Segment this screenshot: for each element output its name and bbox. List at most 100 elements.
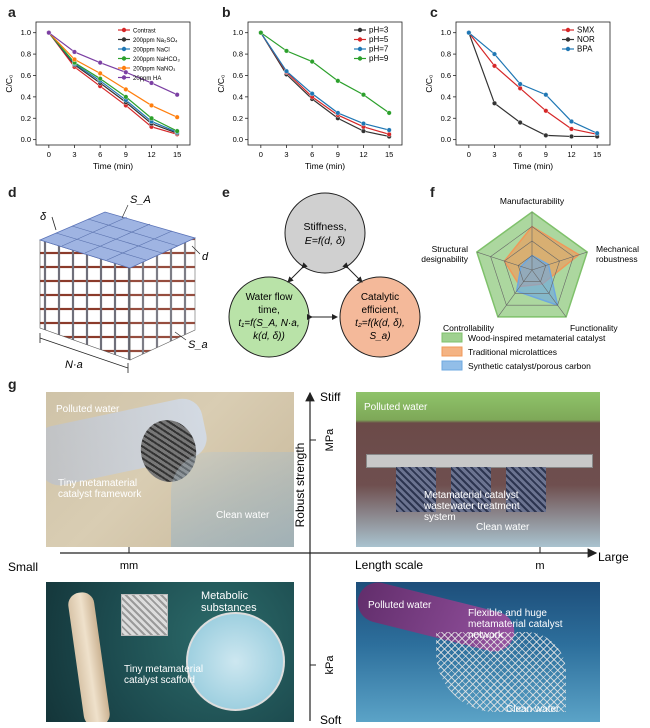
catalytic-text-2: efficient, (361, 305, 398, 316)
catalytic-text-3: t₂=f(k(d, δ), (355, 318, 405, 329)
data-point (491, 63, 497, 69)
data-point (148, 80, 154, 86)
legend-marker (121, 27, 127, 33)
sa-top-label: S_A (130, 194, 151, 206)
y-tick-label: 0.6 (21, 71, 31, 80)
series-line (260, 32, 390, 131)
length-strength-axes: Stiff Soft Small Large Length scale mm m… (8, 390, 629, 727)
x-axis-label: Time (min) (513, 161, 553, 171)
data-point (360, 92, 366, 98)
y-tick-label: 0.8 (233, 50, 243, 59)
y-tick-label: 0.8 (21, 50, 31, 59)
data-point (283, 68, 289, 74)
x-tick-label: 6 (310, 150, 314, 159)
br-polluted-text: Polluted water (368, 600, 432, 611)
y-axis-label: C/C₀ (216, 74, 226, 93)
data-point (309, 91, 315, 97)
legend-label: pH=7 (369, 45, 389, 54)
x-tick-label: 9 (544, 150, 548, 159)
legend-swatch (441, 360, 463, 371)
legend-label: Contrast (133, 29, 156, 35)
legend-label: 200ppm NaNO₃ (133, 67, 176, 73)
series-line (468, 32, 598, 134)
legend-marker (357, 46, 363, 52)
series-line (48, 32, 178, 96)
data-point (174, 128, 180, 134)
y-tick-label: 0.2 (233, 114, 243, 123)
stiffness-text-2: E=f(d, δ) (305, 235, 346, 247)
x-tick-label: 15 (385, 150, 393, 159)
tl-polluted-text: Polluted water (56, 404, 120, 415)
x-tick-label: 0 (467, 150, 471, 159)
data-point (148, 102, 154, 108)
radar-axis (476, 251, 533, 271)
y-tick-label: 0.6 (233, 71, 243, 80)
data-point (71, 49, 77, 55)
tick-mm: mm (120, 560, 138, 572)
x-tick-label: 12 (147, 150, 155, 159)
panel-label-a: a (8, 4, 16, 20)
data-point (174, 92, 180, 98)
chart-a: 0 3 6 9 12 15 0.0 0.2 0.4 0.6 0.8 1.0 Time (min) C/C₀… (4, 21, 191, 171)
legend-label: 200ppm NaHCO₃ (133, 57, 180, 63)
data-point (491, 51, 497, 57)
radar-axis-label: Controllability (443, 323, 495, 333)
water-text-3: t₁=f(S_A, N·a, (238, 318, 299, 329)
data-point (568, 133, 574, 139)
y-tick-label: 0.4 (233, 92, 243, 101)
tick-kpa: kPa (324, 655, 336, 675)
axis-length-scale: Length scale (355, 558, 423, 572)
y-axis-label: C/C₀ (4, 74, 14, 93)
delta-label: δ (40, 211, 47, 223)
radar-grid (504, 240, 560, 294)
data-point (594, 130, 600, 136)
panel-label-b: b (222, 4, 231, 20)
radar-series (515, 254, 559, 307)
y-tick-label: 0.2 (441, 114, 451, 123)
series-line (260, 32, 390, 114)
data-point (335, 110, 341, 116)
y-tick-label: 0.6 (441, 71, 451, 80)
tr-clean-text: Clean water (476, 522, 530, 533)
br-label-text: Flexible and huge metamaterial catalyst … (468, 608, 563, 641)
data-point (97, 60, 103, 66)
data-point (46, 30, 52, 36)
x-tick-label: 6 (518, 150, 522, 159)
data-point (123, 69, 129, 75)
radar-axis-label: Manufacturability (500, 196, 565, 206)
legend-label: 200ppm NaCl (133, 48, 170, 54)
legend-label: pH=9 (369, 54, 389, 63)
legend-label: SMX (577, 26, 595, 35)
chart-c: 0 3 6 9 12 15 0.0 0.2 0.4 0.6 0.8 1.0 Time (min) C/C₀… (424, 21, 611, 171)
x-axis-label: Time (min) (305, 161, 345, 171)
radar-axis-label: Structural (432, 244, 468, 254)
data-point (123, 86, 129, 92)
legend-marker (565, 27, 571, 33)
radar-axis-label: Functionality (570, 323, 618, 333)
y-tick-label: 0.0 (441, 135, 451, 144)
legend-marker (121, 46, 127, 52)
tick-m: m (535, 560, 544, 572)
data-point (517, 120, 523, 126)
catalytic-text-4: S_a) (369, 331, 390, 342)
x-tick-label: 12 (567, 150, 575, 159)
y-tick-label: 0.2 (21, 114, 31, 123)
data-point (148, 115, 154, 121)
y-tick-label: 0.4 (21, 92, 31, 101)
catalytic-node (339, 276, 421, 358)
legend-label: pH=5 (369, 35, 389, 44)
legend-label: pH=3 (369, 26, 389, 35)
plot-frame (455, 21, 611, 146)
data-point (258, 30, 264, 36)
data-point (309, 59, 315, 65)
axis-large: Large (598, 550, 629, 564)
x-tick-label: 12 (359, 150, 367, 159)
chart-b: 0 3 6 9 12 15 0.0 0.2 0.4 0.6 0.8 1.0 Time (min) C/C₀… (216, 21, 403, 171)
radar-axis-label: robustness (596, 254, 638, 264)
data-point (543, 108, 549, 114)
y-tick-label: 1.0 (21, 28, 31, 37)
tl-clean-text: Clean water (216, 510, 270, 521)
x-tick-label: 0 (47, 150, 51, 159)
data-point (97, 70, 103, 76)
